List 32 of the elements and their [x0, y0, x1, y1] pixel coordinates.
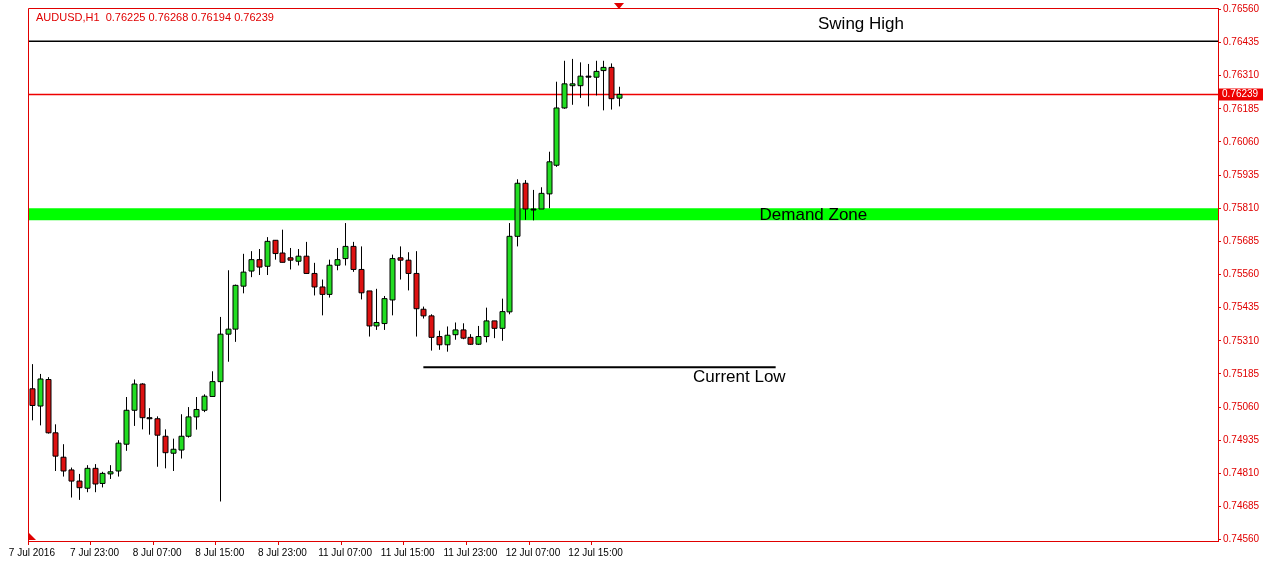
y-tick-label: 0.76185 [1223, 102, 1260, 114]
ref-line-label: 0.76239 [1222, 88, 1259, 100]
y-tick-label: 0.75185 [1223, 367, 1260, 379]
x-tick-label: 11 Jul 15:00 [380, 546, 436, 558]
y-tick-label: 0.76310 [1223, 69, 1260, 81]
y-tick-label: 0.76060 [1223, 135, 1260, 147]
y-tick-label: 0.75685 [1223, 235, 1260, 247]
x-tick-label: 12 Jul 15:00 [568, 546, 624, 558]
x-tick-label: 7 Jul 23:00 [70, 546, 120, 558]
y-tick-label: 0.75810 [1223, 201, 1260, 213]
x-tick-label: 12 Jul 07:00 [505, 546, 561, 558]
y-tick-label: 0.75060 [1223, 400, 1260, 412]
y-tick-label: 0.75435 [1223, 301, 1260, 313]
chart-title: AUDUSD,H1 0.76225 0.76268 0.76194 0.76239 [36, 11, 274, 24]
x-tick-label: 7 Jul 2016 [8, 546, 56, 558]
x-tick-label: 8 Jul 07:00 [132, 546, 183, 558]
series-label: Current Low [693, 367, 787, 387]
y-tick-label: 0.75935 [1223, 168, 1260, 180]
y-tick-label: 0.76435 [1223, 36, 1260, 48]
x-tick-label: 8 Jul 23:00 [257, 546, 308, 558]
y-tick-label: 0.74685 [1223, 500, 1260, 512]
x-tick-label: 8 Jul 15:00 [195, 546, 245, 558]
band-label: Demand Zone [759, 204, 868, 224]
y-tick-label: 0.75310 [1223, 334, 1260, 346]
y-tick-label: 0.74935 [1223, 433, 1260, 445]
x-tick-label: 11 Jul 07:00 [318, 546, 373, 558]
y-tick-label: 0.74560 [1223, 533, 1260, 545]
y-tick-label: 0.76560 [1223, 3, 1260, 15]
y-tick-label: 0.74810 [1223, 467, 1260, 479]
ref-line-label: Swing High [818, 14, 904, 34]
y-tick-label: 0.75560 [1223, 268, 1260, 280]
x-tick-label: 11 Jul 23:00 [443, 546, 498, 558]
